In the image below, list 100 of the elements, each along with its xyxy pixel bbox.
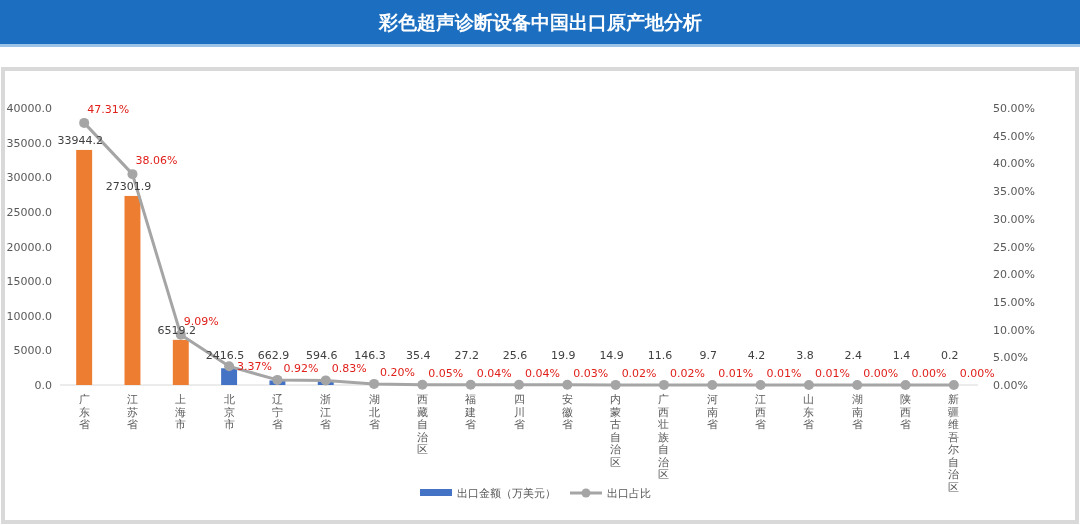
- data-label: 0.00%: [911, 367, 947, 380]
- y-tick-label: 5000.0: [13, 344, 52, 358]
- x-tick-label: 山东省: [803, 393, 815, 431]
- x-tick-label: 福建省: [464, 393, 477, 431]
- bar: [76, 149, 93, 385]
- data-label: 0.00%: [863, 367, 899, 380]
- point: [803, 379, 814, 390]
- x-tick-label: 北京市: [223, 393, 235, 431]
- y-tick-label: 40000.0: [6, 102, 52, 115]
- data-label: 35.4: [406, 349, 431, 362]
- data-label: 27.2: [454, 349, 479, 362]
- y-tick-label: 25000.0: [6, 205, 52, 219]
- y2-tick-label: 50.00%: [993, 102, 1035, 115]
- y2-tick-label: 35.00%: [993, 185, 1035, 199]
- data-label: 2416.5: [205, 349, 245, 362]
- point: [272, 374, 283, 385]
- data-label: 6519.2: [157, 323, 197, 337]
- point: [948, 380, 959, 390]
- data-label: 0.00%: [959, 367, 995, 380]
- data-label: 38.06%: [135, 154, 178, 168]
- x-tick-label: 上海市: [175, 393, 187, 431]
- point: [127, 169, 138, 180]
- bar: [172, 339, 189, 385]
- point: [417, 379, 428, 390]
- data-label: 662.9: [257, 349, 290, 362]
- legend-label: 出口金额（万美元）: [457, 487, 556, 500]
- y-tick-label: 10000.0: [6, 309, 52, 323]
- data-label: 2.4: [844, 349, 862, 362]
- point: [610, 379, 621, 390]
- data-label: 0.83%: [331, 362, 367, 376]
- x-tick-label: 四川省: [513, 393, 525, 431]
- data-label: 14.9: [599, 349, 624, 362]
- y2-tick-label: 40.00%: [993, 157, 1035, 171]
- y2-tick-label: 30.00%: [993, 212, 1035, 226]
- y2-tick-label: 0.00%: [993, 379, 1028, 392]
- point: [707, 379, 718, 390]
- y-tick-label: 30000.0: [6, 171, 52, 185]
- x-tick-label: 湖南省: [851, 393, 863, 431]
- data-label: 0.2: [941, 349, 959, 362]
- data-label: 1.4: [892, 349, 911, 362]
- data-label: 594.6: [305, 349, 338, 362]
- data-label: 0.02%: [669, 366, 705, 380]
- point: [320, 375, 331, 386]
- x-tick-label: 广西壮族自治区: [657, 393, 670, 481]
- data-label: 33944.2: [57, 133, 103, 147]
- y2-tick-label: 25.00%: [993, 240, 1035, 254]
- data-label: 0.01%: [766, 366, 802, 380]
- x-tick-label: 陕西省: [900, 393, 912, 431]
- data-label: 146.3: [354, 349, 386, 362]
- data-label: 11.6: [647, 349, 673, 362]
- data-label: 0.03%: [573, 366, 609, 380]
- x-tick-label: 安徽省: [561, 393, 573, 431]
- x-tick-label: 西藏自治区: [416, 393, 428, 456]
- y-tick-label: 20000.0: [6, 240, 52, 254]
- y2-tick-label: 10.00%: [993, 323, 1035, 337]
- data-label: 0.92%: [283, 361, 319, 375]
- data-label: 0.01%: [718, 366, 754, 380]
- data-label: 19.9: [551, 349, 576, 362]
- bar: [124, 195, 141, 385]
- point: [79, 117, 90, 128]
- data-label: 0.04%: [525, 366, 560, 380]
- y2-tick-label: 20.00%: [993, 268, 1035, 282]
- point: [224, 361, 235, 372]
- data-label: 3.8: [796, 349, 814, 362]
- data-label: 4.2: [747, 349, 766, 362]
- point: [369, 378, 380, 389]
- data-label: 0.20%: [380, 365, 416, 379]
- point: [852, 380, 863, 390]
- x-tick-label: 浙江省: [320, 393, 332, 431]
- data-label: 0.04%: [476, 366, 512, 380]
- point: [465, 379, 476, 390]
- x-tick-label: 江西省: [755, 393, 767, 431]
- y-tick-label: 35000.0: [6, 136, 52, 150]
- data-label: 0.05%: [428, 366, 464, 380]
- data-label: 0.02%: [621, 366, 657, 380]
- data-label: 47.31%: [87, 102, 130, 116]
- x-tick-label: 内蒙古自治区: [610, 393, 622, 469]
- data-label: 27301.9: [105, 179, 152, 193]
- x-tick-label: 辽宁省: [271, 393, 283, 431]
- point: [562, 379, 573, 390]
- data-label: 0.01%: [814, 366, 850, 380]
- y2-tick-label: 45.00%: [993, 129, 1035, 143]
- y-tick-label: 0.0: [34, 379, 52, 392]
- bar: [221, 368, 238, 385]
- x-tick-label: 江苏省: [126, 393, 138, 431]
- data-label: 25.6: [502, 349, 528, 362]
- x-tick-label: 新疆维吾尔自治区: [948, 393, 960, 494]
- point: [658, 379, 669, 390]
- y2-tick-label: 15.00%: [993, 295, 1035, 309]
- y2-tick-label: 5.00%: [993, 351, 1028, 365]
- data-label: 9.7: [699, 349, 718, 362]
- legend-label: 出口占比: [607, 487, 651, 500]
- y-tick-label: 15000.0: [6, 275, 52, 289]
- x-tick-label: 广东省: [78, 393, 90, 431]
- point: [514, 379, 524, 390]
- data-label: 3.37%: [237, 360, 273, 374]
- chart-title: 彩色超声诊断设备中国出口原产地分析: [377, 11, 702, 33]
- x-tick-label: 河南省: [706, 393, 718, 431]
- x-tick-label: 湖北省: [368, 393, 380, 431]
- point: [900, 380, 911, 390]
